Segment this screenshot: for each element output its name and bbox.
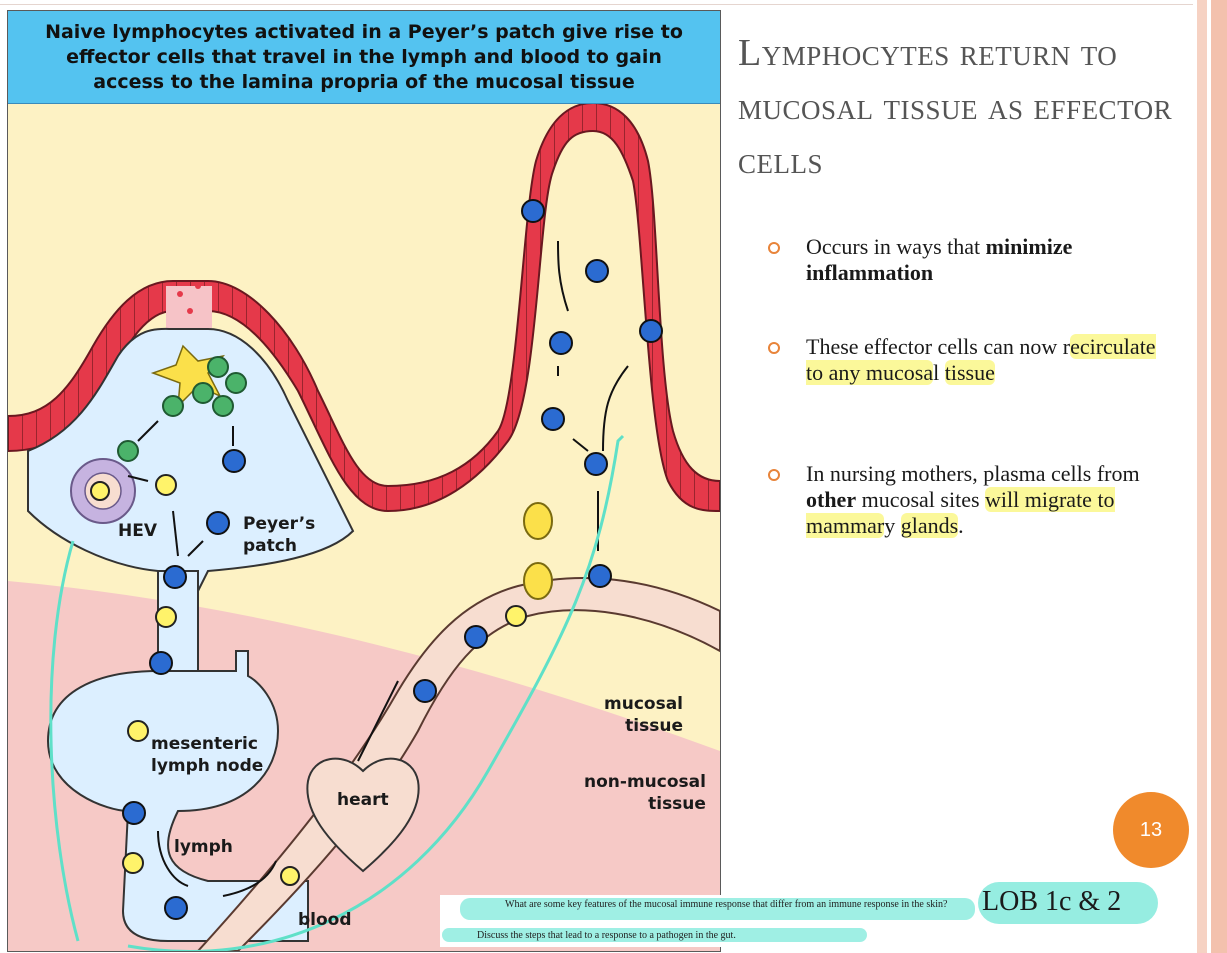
- top-rule: [0, 4, 1193, 5]
- diagram-figure: Naive lymphocytes activated in a Peyer’s…: [7, 10, 721, 952]
- heart-shape: [306, 757, 420, 873]
- bullet-marker-icon: [768, 342, 780, 354]
- bullet-text-run: l: [933, 360, 945, 385]
- note-highlight: [442, 928, 867, 942]
- non-mucosal-tissue-label: non-mucosal tissue: [584, 772, 706, 814]
- figure-title: Naive lymphocytes activated in a Peyer’s…: [8, 11, 720, 104]
- slide-border: [1193, 0, 1227, 953]
- slide-title: Lymphocytes return to mucosal tissue as …: [738, 32, 1173, 182]
- pathogen: [195, 283, 201, 289]
- peyers-patch: [27, 327, 355, 592]
- notes-box: What are some key features of the mucosa…: [440, 895, 980, 947]
- bullet-text-run: In nursing mothers, plasma cells from: [806, 461, 1140, 486]
- bullet-text-run: tissue: [944, 360, 995, 385]
- note-question-2: Discuss the steps that lead to a respons…: [477, 930, 736, 941]
- blood-vessel: [196, 577, 720, 951]
- effector-lymphocytes: [122, 199, 663, 920]
- mesenteric-node-shape: [46, 650, 309, 942]
- bullet-text: These effector cells can now recirculate…: [806, 334, 1166, 386]
- mucosal-tissue-label: mucosal tissue: [604, 694, 683, 736]
- hev-label: HEV: [118, 521, 157, 541]
- bullet-text: In nursing mothers, plasma cells from ot…: [806, 461, 1166, 539]
- note-highlight: [460, 898, 975, 920]
- naive-lymphocytes: [90, 474, 527, 886]
- lob-highlight: [978, 882, 1158, 924]
- mesenteric-node-label: mesenteric lymph node: [151, 734, 264, 776]
- bullet-text-run: .: [958, 513, 964, 538]
- bullet-text-run: These effector cells can now r: [806, 334, 1071, 359]
- bullet-text-run: mucosal sites: [856, 487, 986, 512]
- page-number-badge: 13: [1113, 792, 1189, 868]
- bullet-text: Occurs in ways that minimize inflammatio…: [806, 234, 1166, 286]
- peyers-patch-label: Peyer’s patch: [243, 514, 316, 556]
- heart-label: heart: [337, 790, 389, 810]
- bullet-text-run: other: [806, 487, 857, 512]
- pathogen: [187, 308, 193, 314]
- bullet-text-run: minimize inflammation: [806, 234, 1073, 285]
- activated-t-cells: [117, 356, 247, 462]
- m-cell-gap: [166, 286, 212, 328]
- bullet-text-run: y: [884, 513, 901, 538]
- lob-label: LOB 1c & 2: [982, 886, 1122, 917]
- note-question-1: What are some key features of the mucosa…: [505, 899, 948, 910]
- diagram-canvas: [8, 101, 720, 951]
- bullet-text-run: Occurs in ways that: [806, 234, 986, 259]
- bullet-marker-icon: [768, 469, 780, 481]
- bullet-marker-icon: [768, 242, 780, 254]
- blood-label: blood: [298, 910, 352, 930]
- bullet-text-run: glands: [900, 513, 959, 538]
- annotation-stroke: [49, 434, 625, 951]
- plasma-cells: [523, 502, 553, 600]
- figure-title-text: Naive lymphocytes activated in a Peyer’s…: [45, 20, 683, 93]
- lymph-label: lymph: [174, 837, 233, 857]
- pathogen: [177, 291, 183, 297]
